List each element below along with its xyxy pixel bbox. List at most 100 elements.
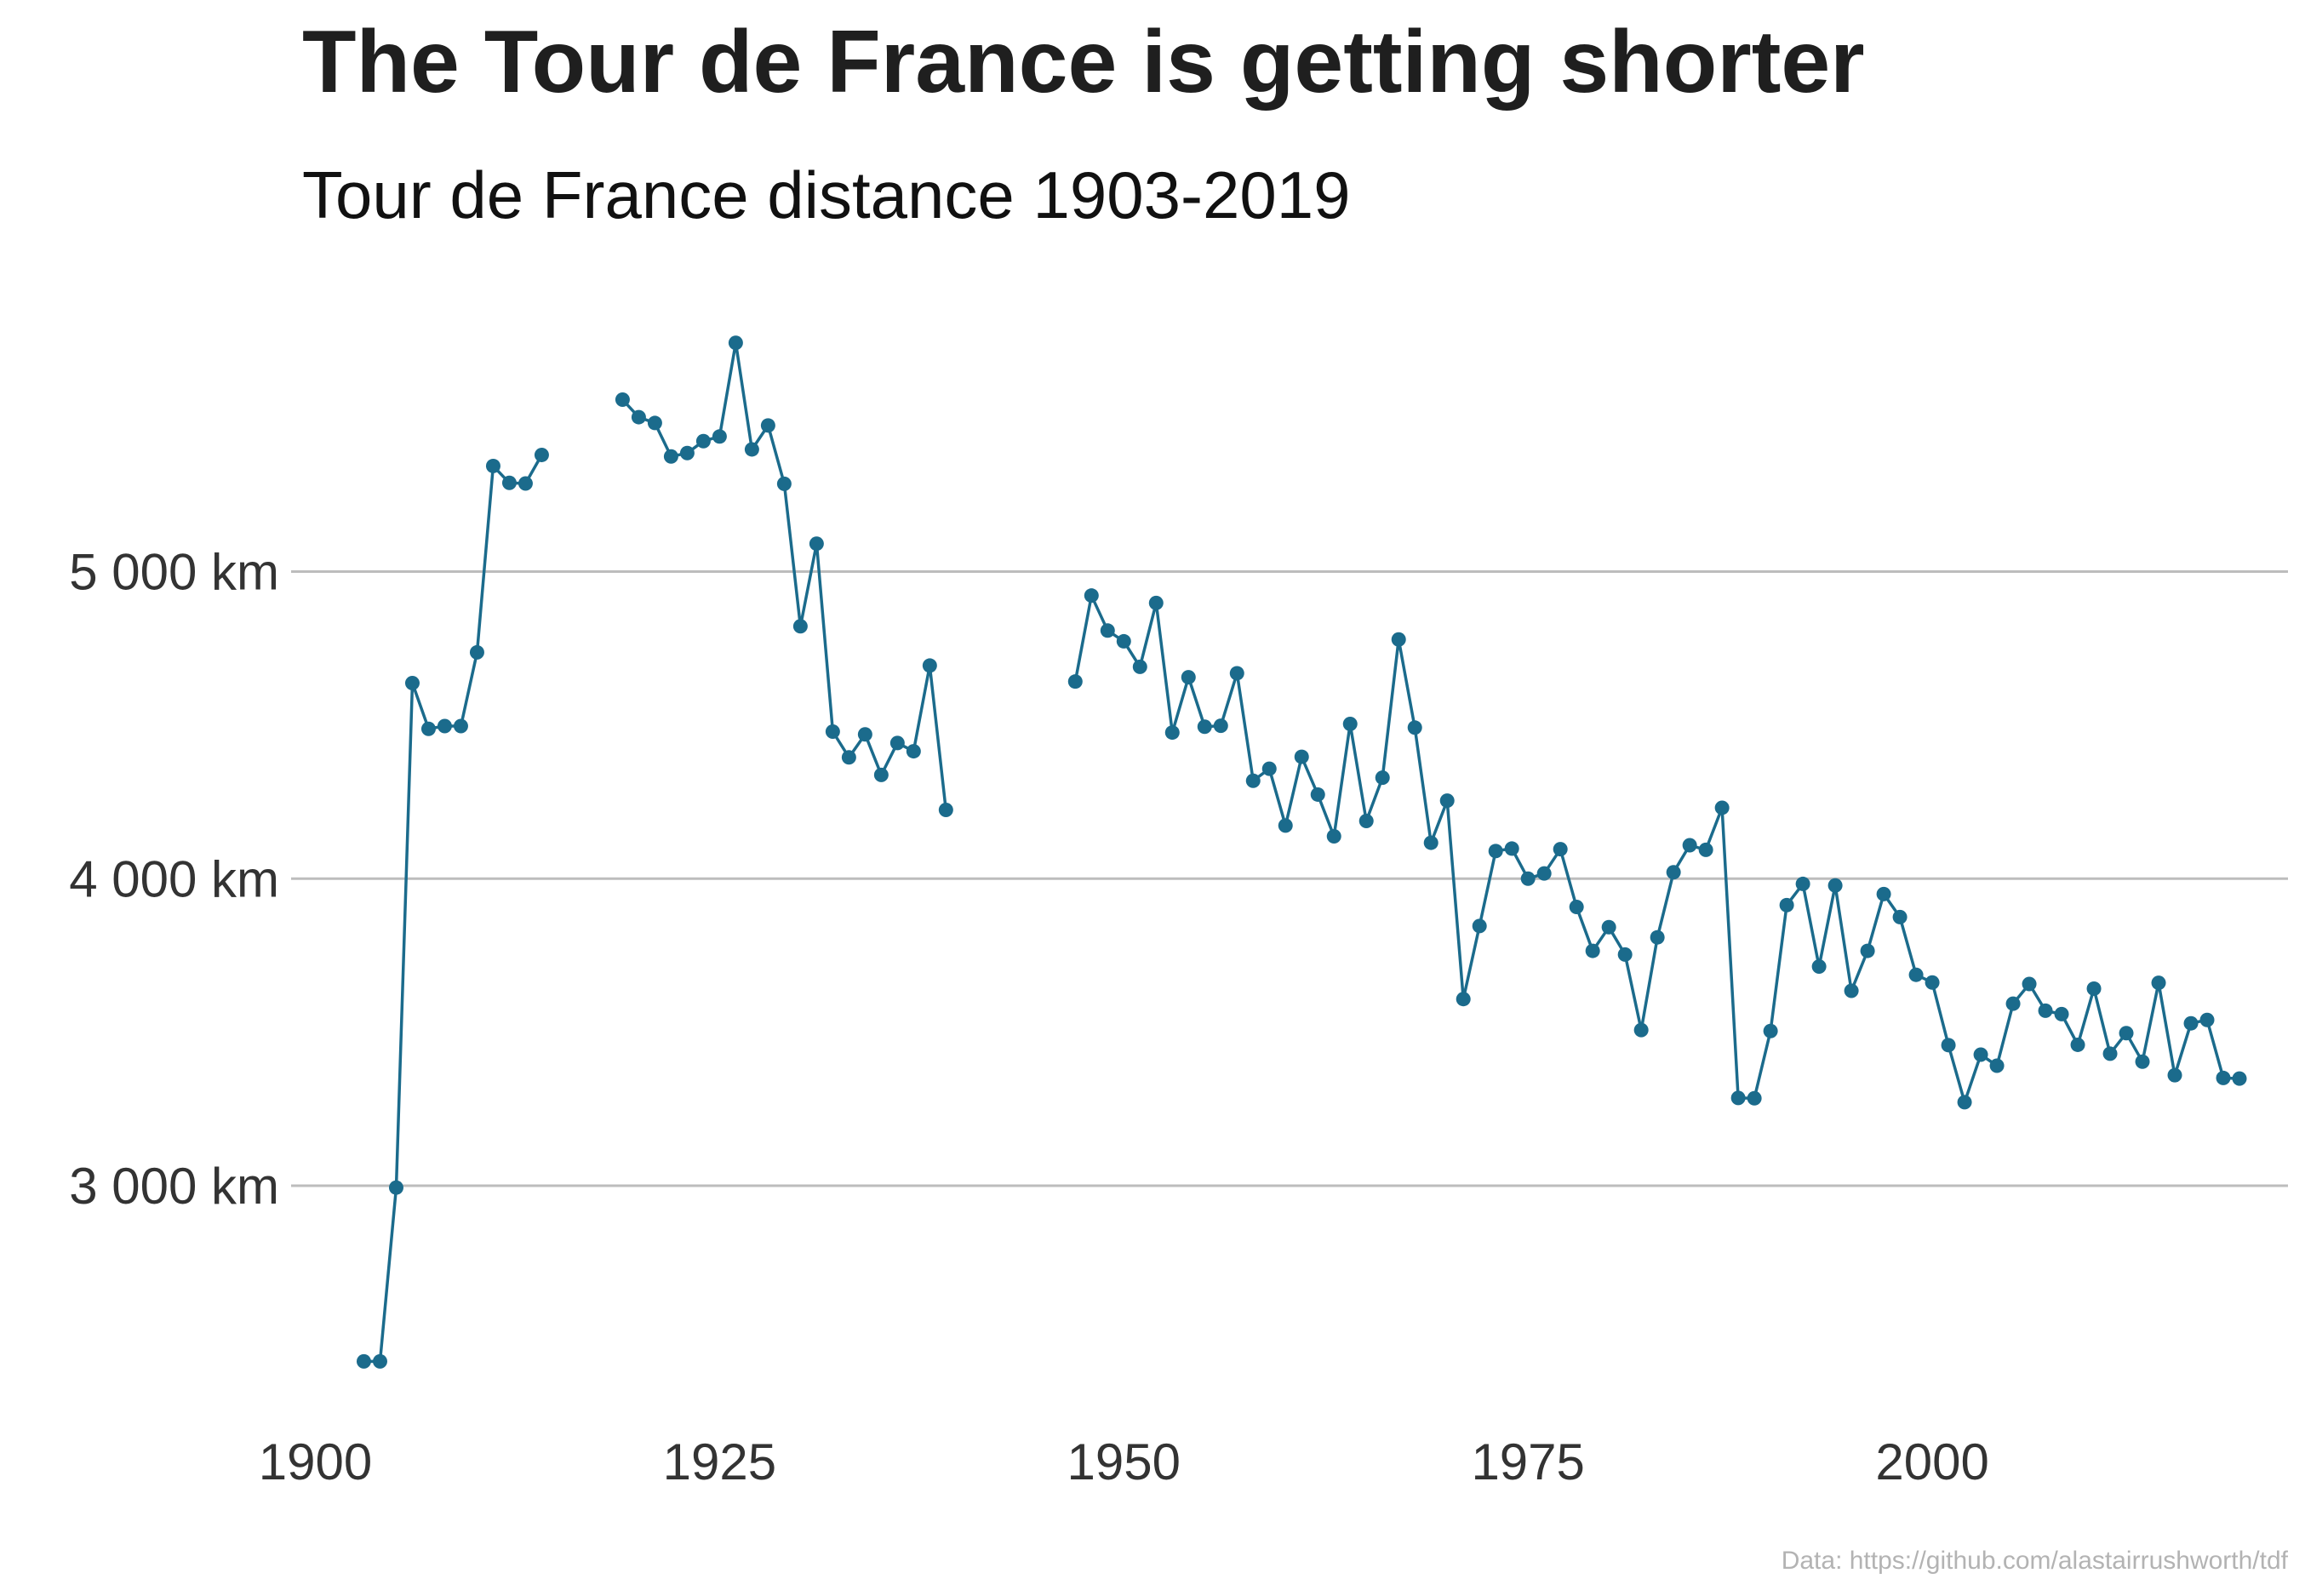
data-point-1979 [1585, 943, 1600, 958]
series-line-segment-3 [1073, 593, 2240, 1104]
data-point-1991 [1779, 897, 1794, 912]
data-point-1978 [1569, 899, 1584, 914]
data-point-1928 [760, 418, 775, 433]
data-point-1970 [1439, 793, 1455, 809]
data-point-1939 [938, 802, 953, 817]
x-tick-label: 1950 [1067, 1433, 1181, 1490]
data-point-1981 [1617, 947, 1633, 962]
series-distance [356, 335, 2247, 1369]
data-point-2013 [2135, 1054, 2150, 1069]
data-point-2017 [2199, 1012, 2215, 1027]
data-point-1955 [1197, 719, 1212, 735]
data-point-1924 [695, 433, 711, 449]
data-point-1912 [501, 475, 517, 490]
data-point-1969 [1423, 835, 1438, 850]
y-axis: 3 000 km 4 000 km 5 000 km [69, 544, 279, 1216]
data-point-1998 [1892, 909, 1907, 924]
data-point-2003 [1973, 1047, 1988, 1062]
data-point-1937 [906, 744, 921, 759]
data-point-2012 [2119, 1026, 2134, 1041]
data-point-1929 [776, 476, 792, 491]
data-point-1995 [1844, 983, 1859, 998]
data-point-1994 [1827, 878, 1843, 893]
data-point-2007 [2038, 1003, 2053, 1018]
data-point-1990 [1763, 1023, 1778, 1038]
data-point-1931 [809, 536, 824, 552]
data-point-1954 [1181, 670, 1196, 685]
data-point-1986 [1698, 842, 1713, 857]
data-point-2018 [2216, 1070, 2231, 1085]
data-point-1973 [1488, 844, 1503, 859]
data-point-1960 [1278, 818, 1293, 833]
data-point-1957 [1229, 666, 1244, 681]
data-point-1906 [404, 675, 420, 690]
data-point-1975 [1520, 871, 1536, 886]
data-point-1926 [728, 335, 743, 351]
data-point-1999 [1908, 967, 1924, 982]
data-point-1965 [1358, 813, 1374, 828]
data-point-1997 [1876, 886, 1891, 901]
data-point-1962 [1310, 787, 1325, 802]
y-tick-label: 3 000 km [69, 1158, 279, 1215]
data-point-1967 [1391, 632, 1406, 647]
series-line-segment-1 [363, 454, 543, 1364]
data-point-1904 [372, 1353, 387, 1369]
data-point-1961 [1294, 749, 1309, 764]
data-point-1959 [1261, 761, 1277, 776]
data-point-1903 [356, 1353, 371, 1369]
data-point-1930 [792, 619, 808, 634]
data-point-1922 [663, 449, 678, 464]
data-point-1984 [1666, 865, 1681, 880]
y-tick-label: 4 000 km [69, 850, 279, 907]
x-tick-label: 1900 [259, 1433, 372, 1490]
data-point-1952 [1148, 595, 1164, 610]
data-point-1933 [841, 750, 856, 765]
data-point-2009 [2070, 1037, 2085, 1052]
y-tick-label: 5 000 km [69, 544, 279, 601]
data-point-2014 [2151, 975, 2166, 991]
data-point-1919 [615, 392, 630, 408]
data-point-2006 [2022, 976, 2037, 992]
data-point-1987 [1714, 800, 1730, 815]
data-point-1948 [1084, 588, 1099, 604]
data-point-1972 [1472, 918, 1487, 934]
data-point-1976 [1536, 866, 1552, 881]
data-point-2011 [2102, 1046, 2118, 1061]
data-point-1910 [469, 644, 484, 660]
data-point-1958 [1245, 773, 1261, 788]
data-point-2001 [1941, 1038, 1956, 1053]
data-point-1996 [1860, 943, 1875, 958]
chart-title: The Tour de France is getting shorter [302, 13, 1865, 112]
chart-caption: Data: https://github.com/alastairrushwor… [1782, 1547, 2289, 1575]
data-point-1966 [1375, 770, 1390, 786]
data-point-1992 [1795, 876, 1810, 891]
data-point-1909 [453, 718, 468, 734]
data-point-1963 [1326, 829, 1341, 844]
data-point-1923 [679, 445, 695, 460]
data-point-2005 [2005, 996, 2021, 1011]
data-point-2000 [1925, 975, 1940, 990]
data-point-1971 [1456, 992, 1471, 1007]
data-point-1968 [1407, 720, 1422, 735]
data-point-2004 [1989, 1058, 2005, 1073]
data-point-1907 [420, 721, 436, 736]
data-point-1974 [1504, 841, 1519, 856]
data-point-1921 [647, 415, 662, 431]
data-point-2019 [2232, 1071, 2247, 1086]
data-point-1977 [1553, 842, 1568, 857]
x-axis: 1900 1925 1950 1975 2000 [259, 1433, 1989, 1490]
data-point-1950 [1116, 633, 1131, 649]
data-point-1908 [437, 718, 452, 734]
x-tick-label: 2000 [1875, 1433, 1988, 1490]
data-point-2008 [2054, 1006, 2069, 1021]
data-point-1935 [873, 767, 889, 782]
data-point-1964 [1342, 716, 1358, 731]
data-point-1913 [518, 476, 533, 491]
data-point-1956 [1213, 718, 1228, 734]
data-point-2016 [2183, 1015, 2199, 1031]
data-point-1953 [1164, 725, 1180, 741]
data-point-1932 [825, 724, 840, 739]
data-point-1949 [1100, 623, 1115, 638]
data-point-1980 [1601, 919, 1616, 935]
data-point-2002 [1957, 1095, 1972, 1110]
